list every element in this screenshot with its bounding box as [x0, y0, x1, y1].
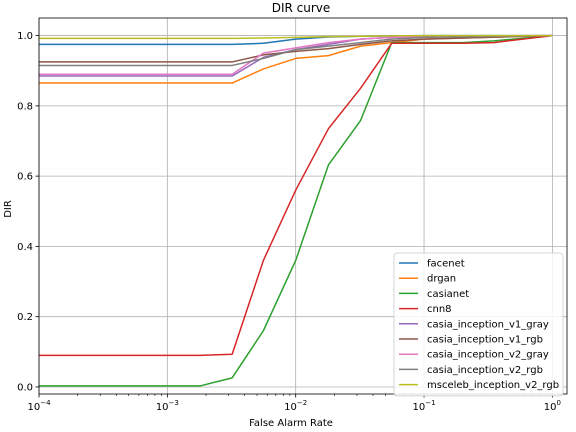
y-axis: 0.0 0.2 0.4 0.6 0.8 1.0 — [17, 31, 39, 393]
y-tick-label: 1.0 — [17, 31, 33, 42]
chart-title: DIR curve — [272, 1, 331, 15]
y-tick-label: 0.6 — [17, 172, 33, 183]
legend: facenet drgan casianet cnn8 casia_inception_… — [393, 252, 564, 397]
series-line-casia-inception-v2-gray — [39, 34, 553, 75]
x-axis-label: False Alarm Rate — [249, 418, 333, 429]
x-tick-label: 10−3 — [156, 399, 179, 413]
x-tick-label: 10−1 — [413, 399, 436, 413]
y-tick-label: 0.8 — [17, 101, 33, 112]
legend-label: casia_inception_v1_rgb — [427, 335, 543, 346]
x-axis: 10−4 10−3 10−2 10−1 100 — [27, 394, 561, 413]
legend-label: casia_inception_v2_gray — [427, 350, 549, 361]
legend-label: facenet — [427, 259, 465, 270]
y-tick-label: 0.2 — [17, 312, 33, 323]
series-line-cnn8 — [39, 34, 553, 357]
series-line-casia-inception-v1-rgb — [39, 34, 553, 63]
legend-label: msceleb_inception_v2_rgb — [427, 380, 559, 391]
series-line-casia-inception-v2-rgb — [39, 34, 553, 67]
legend-label: cnn8 — [427, 304, 452, 315]
x-tick-label: 10−4 — [27, 399, 51, 413]
y-axis-label: DIR — [3, 200, 14, 218]
legend-box — [393, 252, 564, 397]
y-tick-label: 0.0 — [17, 382, 33, 393]
x-tick-label: 10−2 — [284, 399, 307, 413]
plot-frame — [38, 17, 568, 395]
series-line-msceleb-inception-v2-rgb — [39, 34, 553, 40]
series-layer — [39, 34, 553, 387]
series-line-casianet — [39, 34, 553, 387]
legend-label: casia_inception_v2_rgb — [427, 365, 543, 376]
legend-label: drgan — [427, 274, 456, 285]
legend-label: casianet — [427, 289, 469, 300]
x-tick-label: 100 — [544, 399, 561, 413]
legend-label: casia_inception_v1_gray — [427, 319, 549, 330]
y-tick-label: 0.4 — [17, 242, 33, 253]
